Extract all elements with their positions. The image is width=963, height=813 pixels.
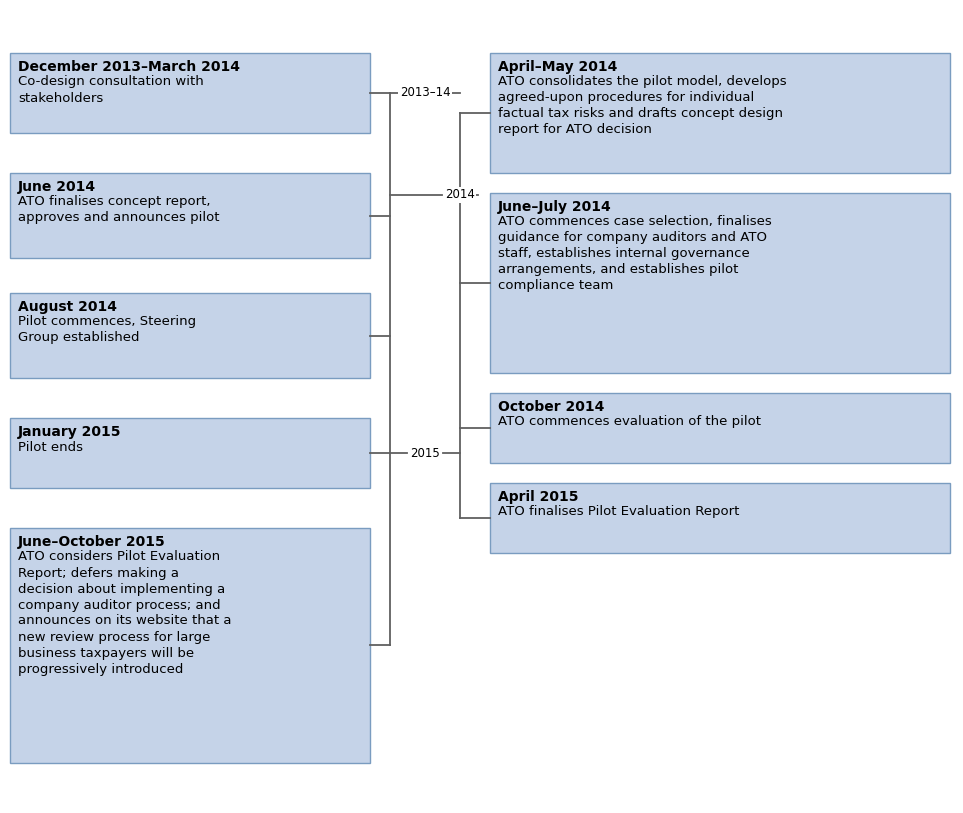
Text: ATO commences case selection, finalises
guidance for company auditors and ATO
st: ATO commences case selection, finalises … bbox=[498, 215, 771, 293]
Text: ATO commences evaluation of the pilot: ATO commences evaluation of the pilot bbox=[498, 415, 761, 428]
FancyBboxPatch shape bbox=[490, 483, 950, 553]
Text: 2015: 2015 bbox=[410, 446, 440, 459]
Text: August 2014: August 2014 bbox=[18, 300, 117, 314]
Text: 2014: 2014 bbox=[445, 189, 475, 202]
Text: June–October 2015: June–October 2015 bbox=[18, 535, 166, 549]
Text: ATO consolidates the pilot model, develops
agreed-upon procedures for individual: ATO consolidates the pilot model, develo… bbox=[498, 76, 787, 137]
Text: Pilot commences, Steering
Group established: Pilot commences, Steering Group establis… bbox=[18, 315, 196, 345]
Text: June 2014: June 2014 bbox=[18, 180, 96, 194]
Text: 2013–14: 2013–14 bbox=[400, 86, 451, 99]
Text: ATO finalises Pilot Evaluation Report: ATO finalises Pilot Evaluation Report bbox=[498, 506, 740, 519]
Text: April–May 2014: April–May 2014 bbox=[498, 60, 617, 74]
FancyBboxPatch shape bbox=[10, 528, 370, 763]
Text: April 2015: April 2015 bbox=[498, 490, 579, 504]
FancyBboxPatch shape bbox=[490, 393, 950, 463]
Text: ATO finalises concept report,
approves and announces pilot: ATO finalises concept report, approves a… bbox=[18, 195, 220, 224]
FancyBboxPatch shape bbox=[10, 293, 370, 378]
FancyBboxPatch shape bbox=[490, 53, 950, 173]
Text: December 2013–March 2014: December 2013–March 2014 bbox=[18, 60, 240, 74]
Text: Co-design consultation with
stakeholders: Co-design consultation with stakeholders bbox=[18, 76, 204, 105]
FancyBboxPatch shape bbox=[10, 418, 370, 488]
Text: ATO considers Pilot Evaluation
Report; defers making a
decision about implementi: ATO considers Pilot Evaluation Report; d… bbox=[18, 550, 231, 676]
Text: June–July 2014: June–July 2014 bbox=[498, 200, 612, 214]
Text: October 2014: October 2014 bbox=[498, 400, 605, 414]
FancyBboxPatch shape bbox=[10, 53, 370, 133]
Text: January 2015: January 2015 bbox=[18, 425, 121, 439]
FancyBboxPatch shape bbox=[10, 173, 370, 258]
FancyBboxPatch shape bbox=[490, 193, 950, 373]
Text: Pilot ends: Pilot ends bbox=[18, 441, 83, 454]
